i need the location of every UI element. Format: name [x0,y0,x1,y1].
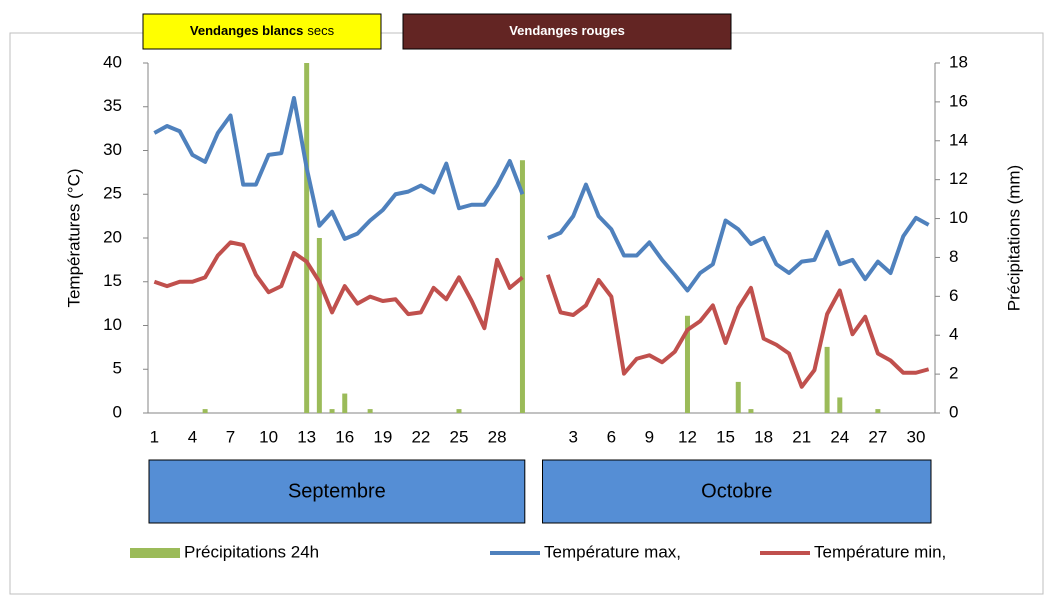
bar [329,409,335,413]
y-tick-label: 30 [103,140,122,159]
y-tick-label: 15 [103,271,122,290]
header-label-part: secs [307,23,334,38]
bar [519,160,525,413]
x-tick-label: 25 [450,427,469,446]
month-box [542,459,932,524]
y-tick-label: 35 [103,96,122,115]
y-tick-label: 10 [103,315,122,334]
y-tick-label: 20 [103,227,122,246]
bar [837,397,843,413]
bar [748,409,754,413]
x-tick-label: 27 [868,427,887,446]
x-tick-label: 4 [188,427,197,446]
month-label: Septembre [288,480,386,502]
x-tick-label: 10 [259,427,278,446]
header-label: Vendanges blancs secs [190,23,335,38]
y-tick-label: 5 [113,359,122,378]
bar [367,409,373,413]
y2-tick-label: 4 [949,325,958,344]
legend-label: Température min, [814,542,946,561]
x-tick-label: 6 [607,427,616,446]
y-tick-label: 0 [113,402,122,421]
x-tick-label: 9 [645,427,654,446]
y2-tick-label: 6 [949,286,958,305]
x-tick-label: 16 [335,427,354,446]
x-tick-label: 19 [373,427,392,446]
y2-tick-label: 12 [949,169,968,188]
y2-tick-label: 10 [949,208,968,227]
bar [456,409,462,413]
header-box [402,13,732,50]
x-tick-label: 7 [226,427,235,446]
line [153,96,930,293]
x-tick-label: 15 [716,427,735,446]
month-box [148,459,526,524]
y2-axis-title: Précipitations (mm) [1004,165,1023,311]
y-axis-title: Températures (°C) [64,168,83,307]
bar [875,409,881,413]
bar [304,63,310,413]
x-tick-label: 3 [568,427,577,446]
legend-label: Précipitations 24h [184,542,319,561]
header-label-part: Vendanges rouges [509,23,625,38]
y-tick-label: 25 [103,184,122,203]
x-tick-label: 28 [488,427,507,446]
x-tick-label: 12 [678,427,697,446]
y2-tick-label: 8 [949,247,958,266]
line [153,240,930,389]
bar [824,346,830,413]
y2-tick-label: 18 [949,52,968,71]
bar [316,238,322,413]
y-tick-label: 40 [103,52,122,71]
x-tick-label: 22 [411,427,430,446]
header-box [142,13,382,50]
x-tick-label: 18 [754,427,773,446]
header-label-part: Vendanges blancs [190,23,303,38]
y2-tick-label: 2 [949,364,958,383]
month-label: Octobre [701,480,772,502]
x-tick-label: 21 [792,427,811,446]
legend-swatch [130,548,180,558]
header-label: Vendanges rouges [509,23,625,38]
y2-tick-label: 0 [949,402,958,421]
bar [735,381,741,413]
bar [684,315,690,413]
x-tick-label: 30 [906,427,925,446]
bar [342,393,348,413]
x-tick-label: 1 [150,427,159,446]
legend-label: Température max, [544,542,681,561]
x-tick-label: 13 [297,427,316,446]
y2-tick-label: 16 [949,91,968,110]
y2-tick-label: 14 [949,130,968,149]
x-tick-label: 24 [830,427,849,446]
bar [202,409,208,413]
